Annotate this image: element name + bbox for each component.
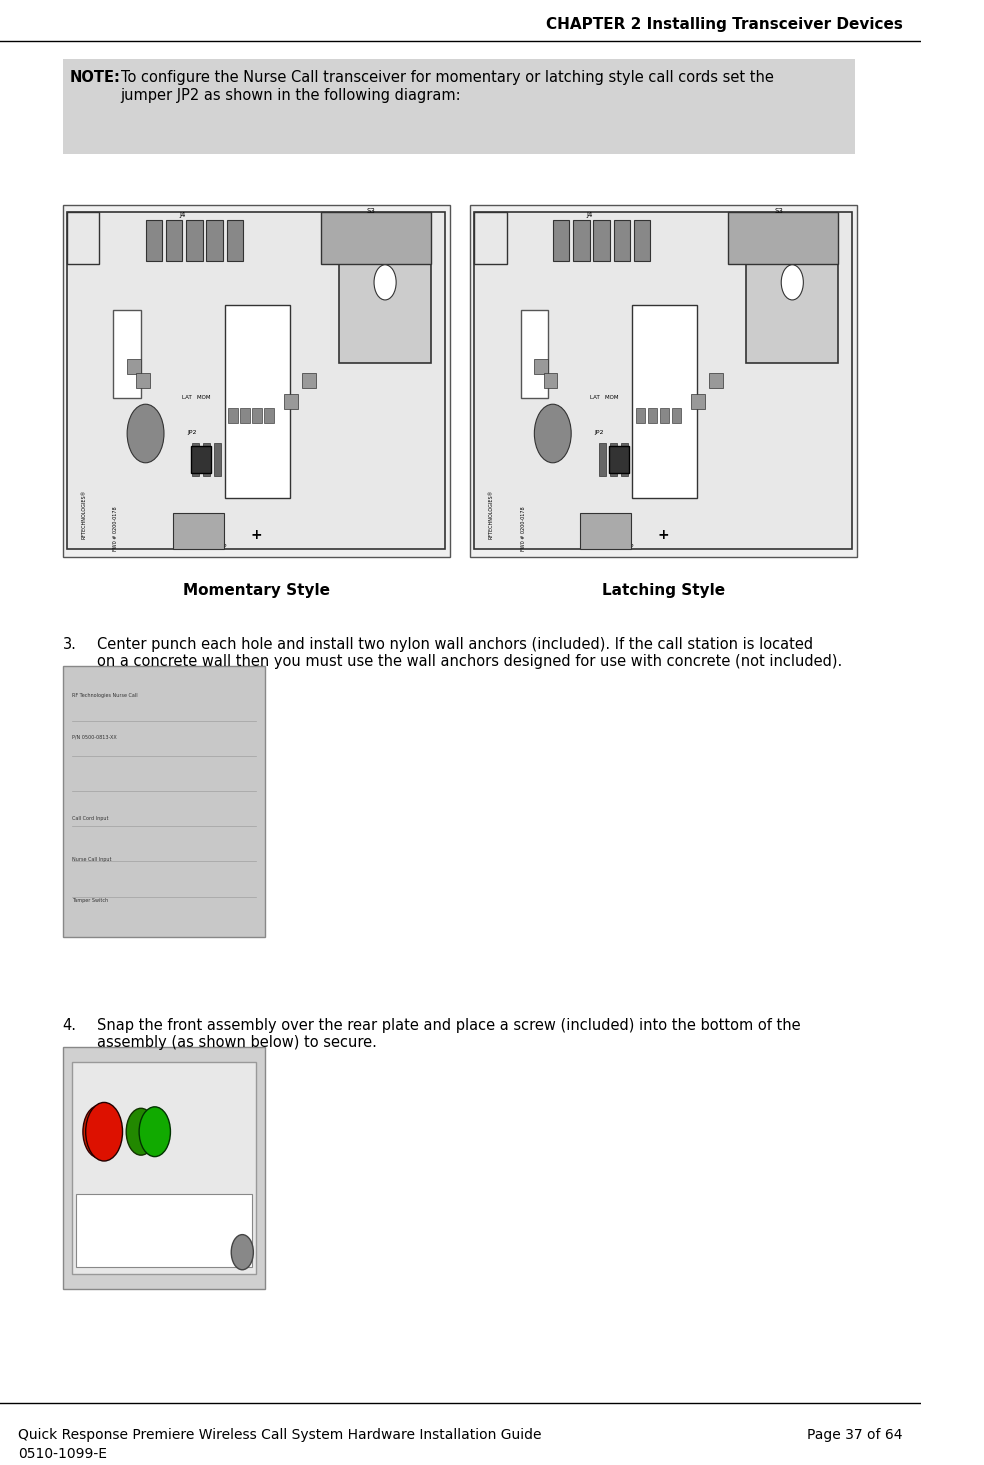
- Bar: [113, 311, 141, 398]
- Circle shape: [374, 265, 397, 300]
- Bar: [226, 220, 243, 261]
- Circle shape: [86, 1103, 123, 1160]
- Bar: [633, 305, 697, 498]
- Bar: [614, 220, 630, 261]
- Text: Center punch each hole and install two nylon wall anchors (included). If the cal: Center punch each hole and install two n…: [96, 637, 842, 670]
- Bar: [746, 230, 838, 363]
- Text: RFTECHNOLOGIES®: RFTECHNOLOGIES®: [488, 489, 493, 539]
- Text: Snap the front assembly over the rear plate and place a screw (included) into th: Snap the front assembly over the rear pl…: [96, 1018, 800, 1050]
- Text: Page 37 of 64: Page 37 of 64: [807, 1428, 903, 1442]
- Bar: [146, 220, 162, 261]
- Bar: [534, 359, 548, 374]
- Bar: [521, 311, 548, 398]
- Text: JP2: JP2: [594, 429, 604, 435]
- Text: RF Technologies Nurse Call: RF Technologies Nurse Call: [72, 693, 138, 699]
- Text: CHAPTER 2 Installing Transceiver Devices: CHAPTER 2 Installing Transceiver Devices: [546, 18, 903, 32]
- Bar: [621, 444, 629, 476]
- Bar: [265, 409, 274, 423]
- Text: RFTECHNOLOGIES®: RFTECHNOLOGIES®: [81, 489, 86, 539]
- Text: FW0 # 0200-0178: FW0 # 0200-0178: [113, 505, 118, 551]
- Bar: [192, 444, 199, 476]
- Text: Nurse Call Input: Nurse Call Input: [72, 857, 111, 863]
- Bar: [225, 305, 289, 498]
- Bar: [469, 205, 857, 557]
- Text: FW0 # 0200-0178: FW0 # 0200-0178: [521, 505, 525, 551]
- Bar: [63, 667, 266, 938]
- Bar: [228, 409, 238, 423]
- Text: Call Cord Input: Call Cord Input: [72, 816, 108, 822]
- Bar: [127, 359, 141, 374]
- Text: NOTE:: NOTE:: [70, 70, 121, 85]
- Bar: [253, 409, 262, 423]
- Bar: [63, 1047, 266, 1289]
- Text: J4: J4: [586, 212, 592, 218]
- Bar: [634, 220, 650, 261]
- Text: TAMP: TAMP: [212, 544, 226, 549]
- Bar: [573, 220, 589, 261]
- Bar: [302, 374, 316, 388]
- Bar: [240, 409, 250, 423]
- Circle shape: [83, 1106, 116, 1157]
- Bar: [191, 447, 211, 473]
- Text: S3: S3: [774, 208, 783, 214]
- Text: 3.: 3.: [63, 637, 77, 652]
- Text: Quick Response Premiere Wireless Call System Hardware Installation Guide: Quick Response Premiere Wireless Call Sy…: [19, 1428, 542, 1442]
- Bar: [186, 220, 203, 261]
- Bar: [72, 1062, 256, 1275]
- Text: P/N 0500-0813-XX: P/N 0500-0813-XX: [72, 734, 117, 740]
- Text: J4: J4: [179, 212, 186, 218]
- Bar: [593, 220, 610, 261]
- Bar: [67, 212, 99, 264]
- Bar: [474, 212, 852, 549]
- Bar: [474, 212, 507, 264]
- Bar: [543, 374, 557, 388]
- Bar: [203, 444, 210, 476]
- Bar: [173, 513, 224, 549]
- Circle shape: [781, 265, 803, 300]
- Bar: [67, 212, 445, 549]
- Bar: [728, 212, 838, 264]
- Text: Momentary Style: Momentary Style: [183, 583, 330, 598]
- Bar: [691, 394, 705, 409]
- Text: TAMP: TAMP: [619, 544, 634, 549]
- Text: JP2: JP2: [187, 429, 197, 435]
- Bar: [599, 444, 606, 476]
- Bar: [77, 1194, 252, 1267]
- Text: +: +: [657, 527, 669, 542]
- Bar: [321, 212, 431, 264]
- Bar: [214, 444, 221, 476]
- FancyBboxPatch shape: [63, 59, 855, 154]
- Text: Tamper Switch: Tamper Switch: [72, 898, 108, 904]
- Text: Latching Style: Latching Style: [602, 583, 725, 598]
- Bar: [553, 220, 570, 261]
- Bar: [647, 409, 657, 423]
- Bar: [283, 394, 297, 409]
- Bar: [166, 220, 182, 261]
- Text: LAT   MOM: LAT MOM: [589, 394, 618, 400]
- Bar: [610, 444, 617, 476]
- Circle shape: [127, 404, 164, 463]
- Bar: [709, 374, 723, 388]
- Circle shape: [139, 1108, 170, 1157]
- Circle shape: [231, 1235, 253, 1270]
- Bar: [636, 409, 645, 423]
- Bar: [672, 409, 681, 423]
- Text: 0510-1099-E: 0510-1099-E: [19, 1447, 107, 1461]
- Bar: [581, 513, 631, 549]
- Bar: [609, 447, 629, 473]
- Circle shape: [126, 1109, 155, 1156]
- Text: LAT   MOM: LAT MOM: [182, 394, 211, 400]
- Circle shape: [534, 404, 571, 463]
- Text: S3: S3: [367, 208, 376, 214]
- Text: 4.: 4.: [63, 1018, 77, 1033]
- Bar: [63, 205, 450, 557]
- Bar: [339, 230, 431, 363]
- Bar: [659, 409, 669, 423]
- Text: +: +: [250, 527, 262, 542]
- Text: To configure the Nurse Call transceiver for momentary or latching style call cor: To configure the Nurse Call transceiver …: [121, 70, 773, 103]
- Bar: [207, 220, 223, 261]
- Bar: [137, 374, 151, 388]
